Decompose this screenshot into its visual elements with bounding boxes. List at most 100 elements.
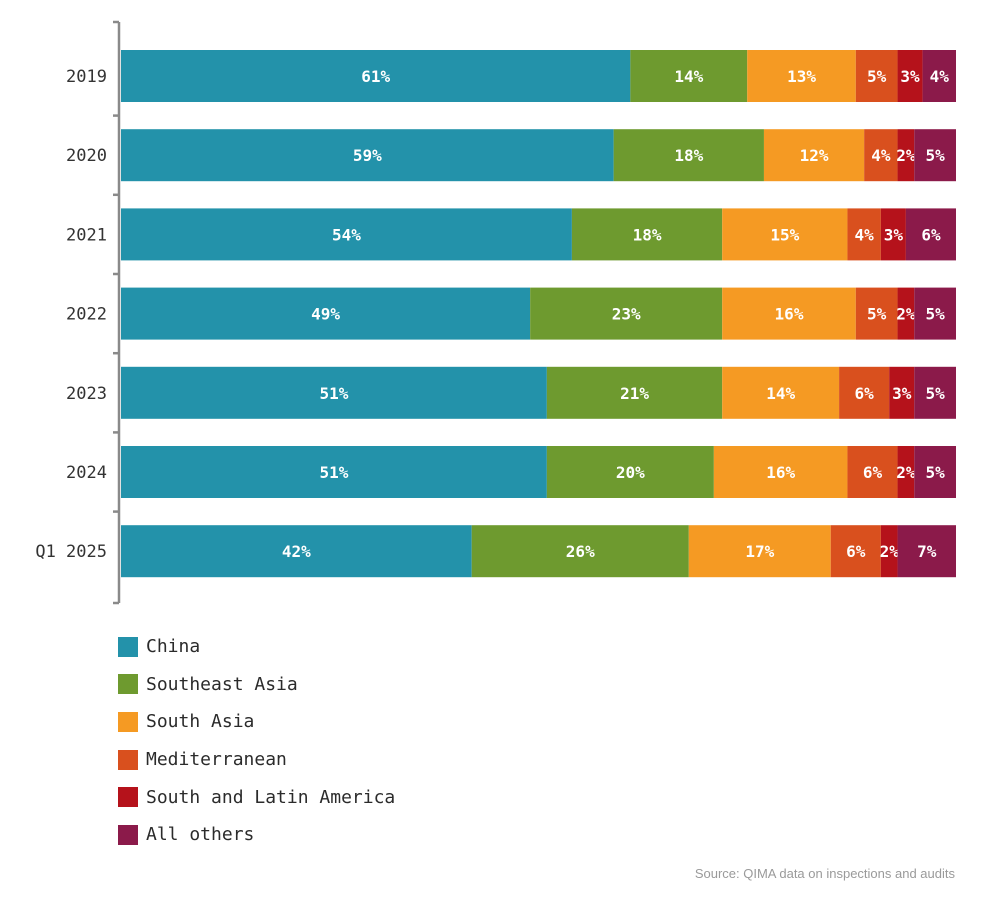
data-label-2024-south-asia: 16%	[766, 463, 795, 482]
legend-label: All others	[146, 824, 255, 846]
legend-swatch	[118, 787, 138, 808]
data-label-2019-southeast-asia: 14%	[674, 67, 703, 86]
bar-2024-south-and-latin-america	[897, 446, 915, 498]
data-label-2023-china: 51%	[319, 384, 348, 403]
category-label-2022: 2022	[66, 305, 107, 325]
bar-2022-mediterranean	[855, 287, 898, 340]
legend-item-south-and-latin-america: South and Latin America	[118, 778, 395, 816]
data-label-2024-southeast-asia: 20%	[616, 463, 645, 482]
bar-2021-southeast-asia	[571, 208, 723, 261]
bar-q1-2025-mediterranean	[830, 525, 881, 578]
legend-label: Mediterranean	[146, 749, 287, 771]
data-label-q1-2025-china: 42%	[282, 542, 311, 561]
chart-plot: 2019 61% 14% 13% 5% 3% 4% 2020 59% 18% 12% 4% 2% 5% 20…	[35, 20, 956, 605]
legend-label: China	[146, 636, 201, 658]
bar-2024-south-asia	[713, 446, 848, 498]
legend-swatch	[118, 749, 138, 770]
data-label-2020-china: 59%	[353, 146, 382, 165]
data-label-2020-south-asia: 12%	[800, 146, 829, 165]
bar-2019-south-asia	[747, 50, 856, 102]
bar-q1-2025-all-others	[897, 525, 956, 578]
bar-2024-china	[121, 446, 547, 498]
data-label-q1-2025-southeast-asia: 26%	[566, 542, 595, 561]
data-label-2022-mediterranean: 5%	[867, 305, 887, 324]
bar-2024-all-others	[914, 446, 956, 498]
legend-item-all-others: All others	[118, 816, 395, 854]
data-label-2022-china: 49%	[311, 305, 340, 324]
bar-2023-mediterranean	[839, 366, 890, 419]
data-label-2024-mediterranean: 6%	[863, 463, 883, 482]
data-label-2019-china: 61%	[361, 67, 390, 86]
category-label-2024: 2024	[66, 463, 107, 483]
bar-2022-china	[121, 287, 531, 340]
bar-2020-south-asia	[763, 129, 865, 182]
bar-2022-south-asia	[722, 287, 856, 340]
bar-q1-2025-south-and-latin-america	[880, 525, 898, 578]
legend-swatch	[118, 711, 138, 732]
data-label-2023-south-and-latin-america: 3%	[892, 384, 912, 403]
bar-2019-mediterranean	[855, 50, 898, 102]
data-label-q1-2025-south-and-latin-america: 2%	[880, 542, 900, 561]
legend-label: South and Latin America	[146, 786, 396, 808]
chart-legend: China Southeast Asia South Asia Mediterrane…	[118, 628, 395, 854]
bar-2020-south-and-latin-america	[897, 129, 915, 182]
data-label-2024-all-others: 5%	[925, 463, 945, 482]
bar-q1-2025-china	[121, 525, 472, 578]
data-label-2023-south-asia: 14%	[766, 384, 795, 403]
data-label-2022-south-and-latin-america: 2%	[896, 305, 916, 324]
bar-2020-all-others	[914, 129, 956, 182]
bar-2021-mediterranean	[847, 208, 881, 261]
bar-2023-southeast-asia	[546, 366, 723, 419]
data-label-2024-south-and-latin-america: 2%	[896, 463, 916, 482]
bar-2019-southeast-asia	[630, 50, 748, 102]
legend-swatch	[118, 674, 138, 695]
data-label-q1-2025-mediterranean: 6%	[846, 542, 866, 561]
data-label-2021-south-and-latin-america: 3%	[884, 225, 904, 244]
data-label-2021-china: 54%	[332, 225, 361, 244]
legend-label: South Asia	[146, 711, 255, 733]
bar-2019-china	[121, 50, 631, 102]
bar-2021-south-and-latin-america	[880, 208, 906, 261]
data-label-2020-mediterranean: 4%	[871, 146, 891, 165]
legend-swatch	[118, 636, 138, 657]
bar-2022-all-others	[914, 287, 956, 340]
data-label-2019-mediterranean: 5%	[867, 67, 887, 86]
data-label-q1-2025-all-others: 7%	[917, 542, 937, 561]
data-label-2020-south-and-latin-america: 2%	[896, 146, 916, 165]
legend-item-south-asia: South Asia	[118, 703, 395, 741]
bar-2020-southeast-asia	[613, 129, 764, 182]
bar-2020-mediterranean	[864, 129, 898, 182]
legend-item-china: China	[118, 628, 395, 666]
bar-2023-all-others	[914, 366, 956, 419]
legend-item-mediterranean: Mediterranean	[118, 741, 395, 779]
data-label-2024-china: 51%	[319, 463, 348, 482]
data-label-2021-south-asia: 15%	[770, 225, 799, 244]
data-label-2023-southeast-asia: 21%	[620, 384, 649, 403]
data-label-2022-south-asia: 16%	[775, 305, 804, 324]
data-label-2021-southeast-asia: 18%	[633, 225, 662, 244]
legend-label: Southeast Asia	[146, 673, 298, 695]
data-label-2022-southeast-asia: 23%	[612, 305, 641, 324]
data-label-2023-mediterranean: 6%	[855, 384, 875, 403]
category-label-2019: 2019	[66, 67, 107, 87]
legend-swatch	[118, 824, 138, 845]
bar-q1-2025-south-asia	[688, 525, 831, 578]
bar-2021-all-others	[905, 208, 956, 261]
source-note: Source: QIMA data on inspections and aud…	[694, 866, 955, 881]
category-label-q1-2025: Q1 2025	[35, 542, 107, 562]
data-label-2021-all-others: 6%	[921, 225, 941, 244]
data-label-2021-mediterranean: 4%	[855, 225, 875, 244]
legend-item-southeast-asia: Southeast Asia	[118, 666, 395, 704]
bar-2019-south-and-latin-america	[897, 50, 923, 102]
data-label-2022-all-others: 5%	[925, 305, 945, 324]
data-label-2020-all-others: 5%	[925, 146, 945, 165]
data-label-2019-south-and-latin-america: 3%	[900, 67, 920, 86]
category-label-2021: 2021	[66, 225, 107, 245]
bar-2022-southeast-asia	[530, 287, 723, 340]
data-label-2023-all-others: 5%	[925, 384, 945, 403]
bar-2022-south-and-latin-america	[897, 287, 915, 340]
bar-2023-south-asia	[722, 366, 840, 419]
bar-q1-2025-southeast-asia	[471, 525, 689, 578]
data-label-2019-all-others: 4%	[930, 67, 950, 86]
bar-2021-south-asia	[722, 208, 848, 261]
